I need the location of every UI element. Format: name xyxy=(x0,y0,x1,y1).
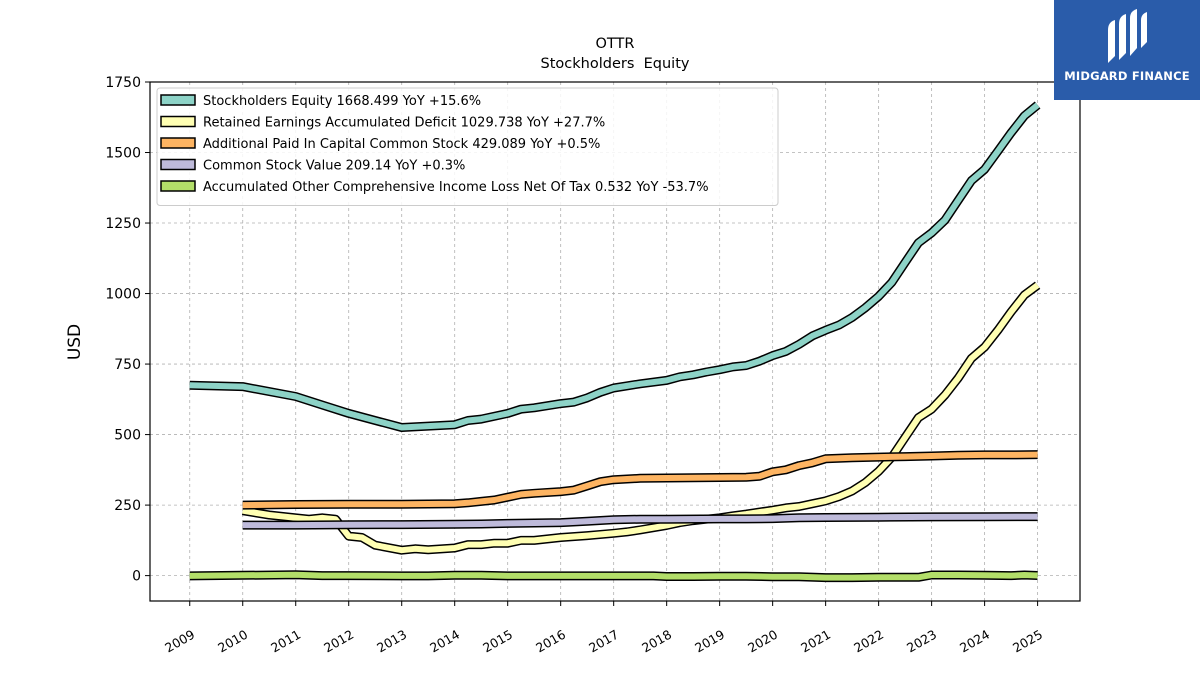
series-layer xyxy=(189,101,1041,583)
x-tick-label: 2010 xyxy=(215,627,250,656)
series-3 xyxy=(242,512,1038,530)
chart-subtitle: Stockholders Equity xyxy=(541,56,690,72)
x-tick-label: 2024 xyxy=(957,627,992,656)
series-0 xyxy=(189,101,1041,432)
x-tick-label: 2023 xyxy=(904,627,939,656)
x-tick-label: 2022 xyxy=(851,627,886,656)
series-line xyxy=(242,451,1038,509)
x-tick-label: 2014 xyxy=(427,627,462,656)
midgard-logo-icon xyxy=(1108,9,1147,63)
brand-name: MIDGARD FINANCE xyxy=(1064,69,1190,83)
x-tick-label: 2011 xyxy=(268,627,303,656)
x-tick-label: 2021 xyxy=(798,627,833,656)
legend-entry: Retained Earnings Accumulated Deficit 10… xyxy=(203,116,605,131)
legend-entry: Stockholders Equity 1668.499 YoY +15.6% xyxy=(203,94,481,109)
y-tick-label: 1250 xyxy=(105,216,141,232)
legend-entry: Accumulated Other Comprehensive Income L… xyxy=(203,180,709,195)
x-tick-label: 2018 xyxy=(639,627,674,656)
y-tick-label: 750 xyxy=(114,357,141,373)
brand-logo: MIDGARD FINANCE xyxy=(1054,0,1200,100)
legend: Stockholders Equity 1668.499 YoY +15.6% R… xyxy=(156,87,779,206)
series-4 xyxy=(189,570,1038,583)
series-2 xyxy=(242,450,1038,510)
series-line xyxy=(242,513,1038,529)
x-tick-label: 2025 xyxy=(1010,627,1045,656)
y-tick-label: 0 xyxy=(132,569,141,585)
legend-swatch xyxy=(160,180,196,192)
x-tick-label: 2013 xyxy=(374,627,409,656)
x-tick-label: 2012 xyxy=(321,627,356,656)
legend-entry: Additional Paid In Capital Common Stock … xyxy=(203,137,600,152)
y-tick-label: 1500 xyxy=(105,146,141,162)
x-ticks: 2009 2010 2011 2012 2013 2014 2015 2016 2017 2018… xyxy=(162,601,1045,656)
y-tick-label: 250 xyxy=(114,498,141,514)
legend-swatch xyxy=(160,115,196,128)
x-tick-label: 2020 xyxy=(745,627,780,656)
series-line xyxy=(189,102,1040,431)
series-line xyxy=(189,571,1038,581)
x-tick-label: 2015 xyxy=(480,627,515,656)
legend-swatch xyxy=(160,94,196,106)
x-tick-label: 2009 xyxy=(162,627,197,656)
legend-swatch xyxy=(160,158,196,171)
legend-box xyxy=(156,87,779,206)
y-tick-label: 500 xyxy=(114,428,141,444)
x-tick-label: 2019 xyxy=(692,627,727,656)
legend-entry: Common Stock Value 209.14 YoY +0.3% xyxy=(203,159,465,174)
y-tick-label: 1000 xyxy=(105,287,141,303)
legend-swatch xyxy=(160,137,196,149)
y-tick-label: 1750 xyxy=(105,75,141,91)
y-axis-label: USD xyxy=(65,324,85,360)
y-ticks: 0 250 500 750 1000 1250 1500 1750 xyxy=(105,75,150,585)
x-tick-label: 2017 xyxy=(586,627,621,656)
x-tick-label: 2016 xyxy=(533,627,568,656)
chart-title: OTTR xyxy=(596,36,635,52)
plot-frame xyxy=(149,81,1081,602)
